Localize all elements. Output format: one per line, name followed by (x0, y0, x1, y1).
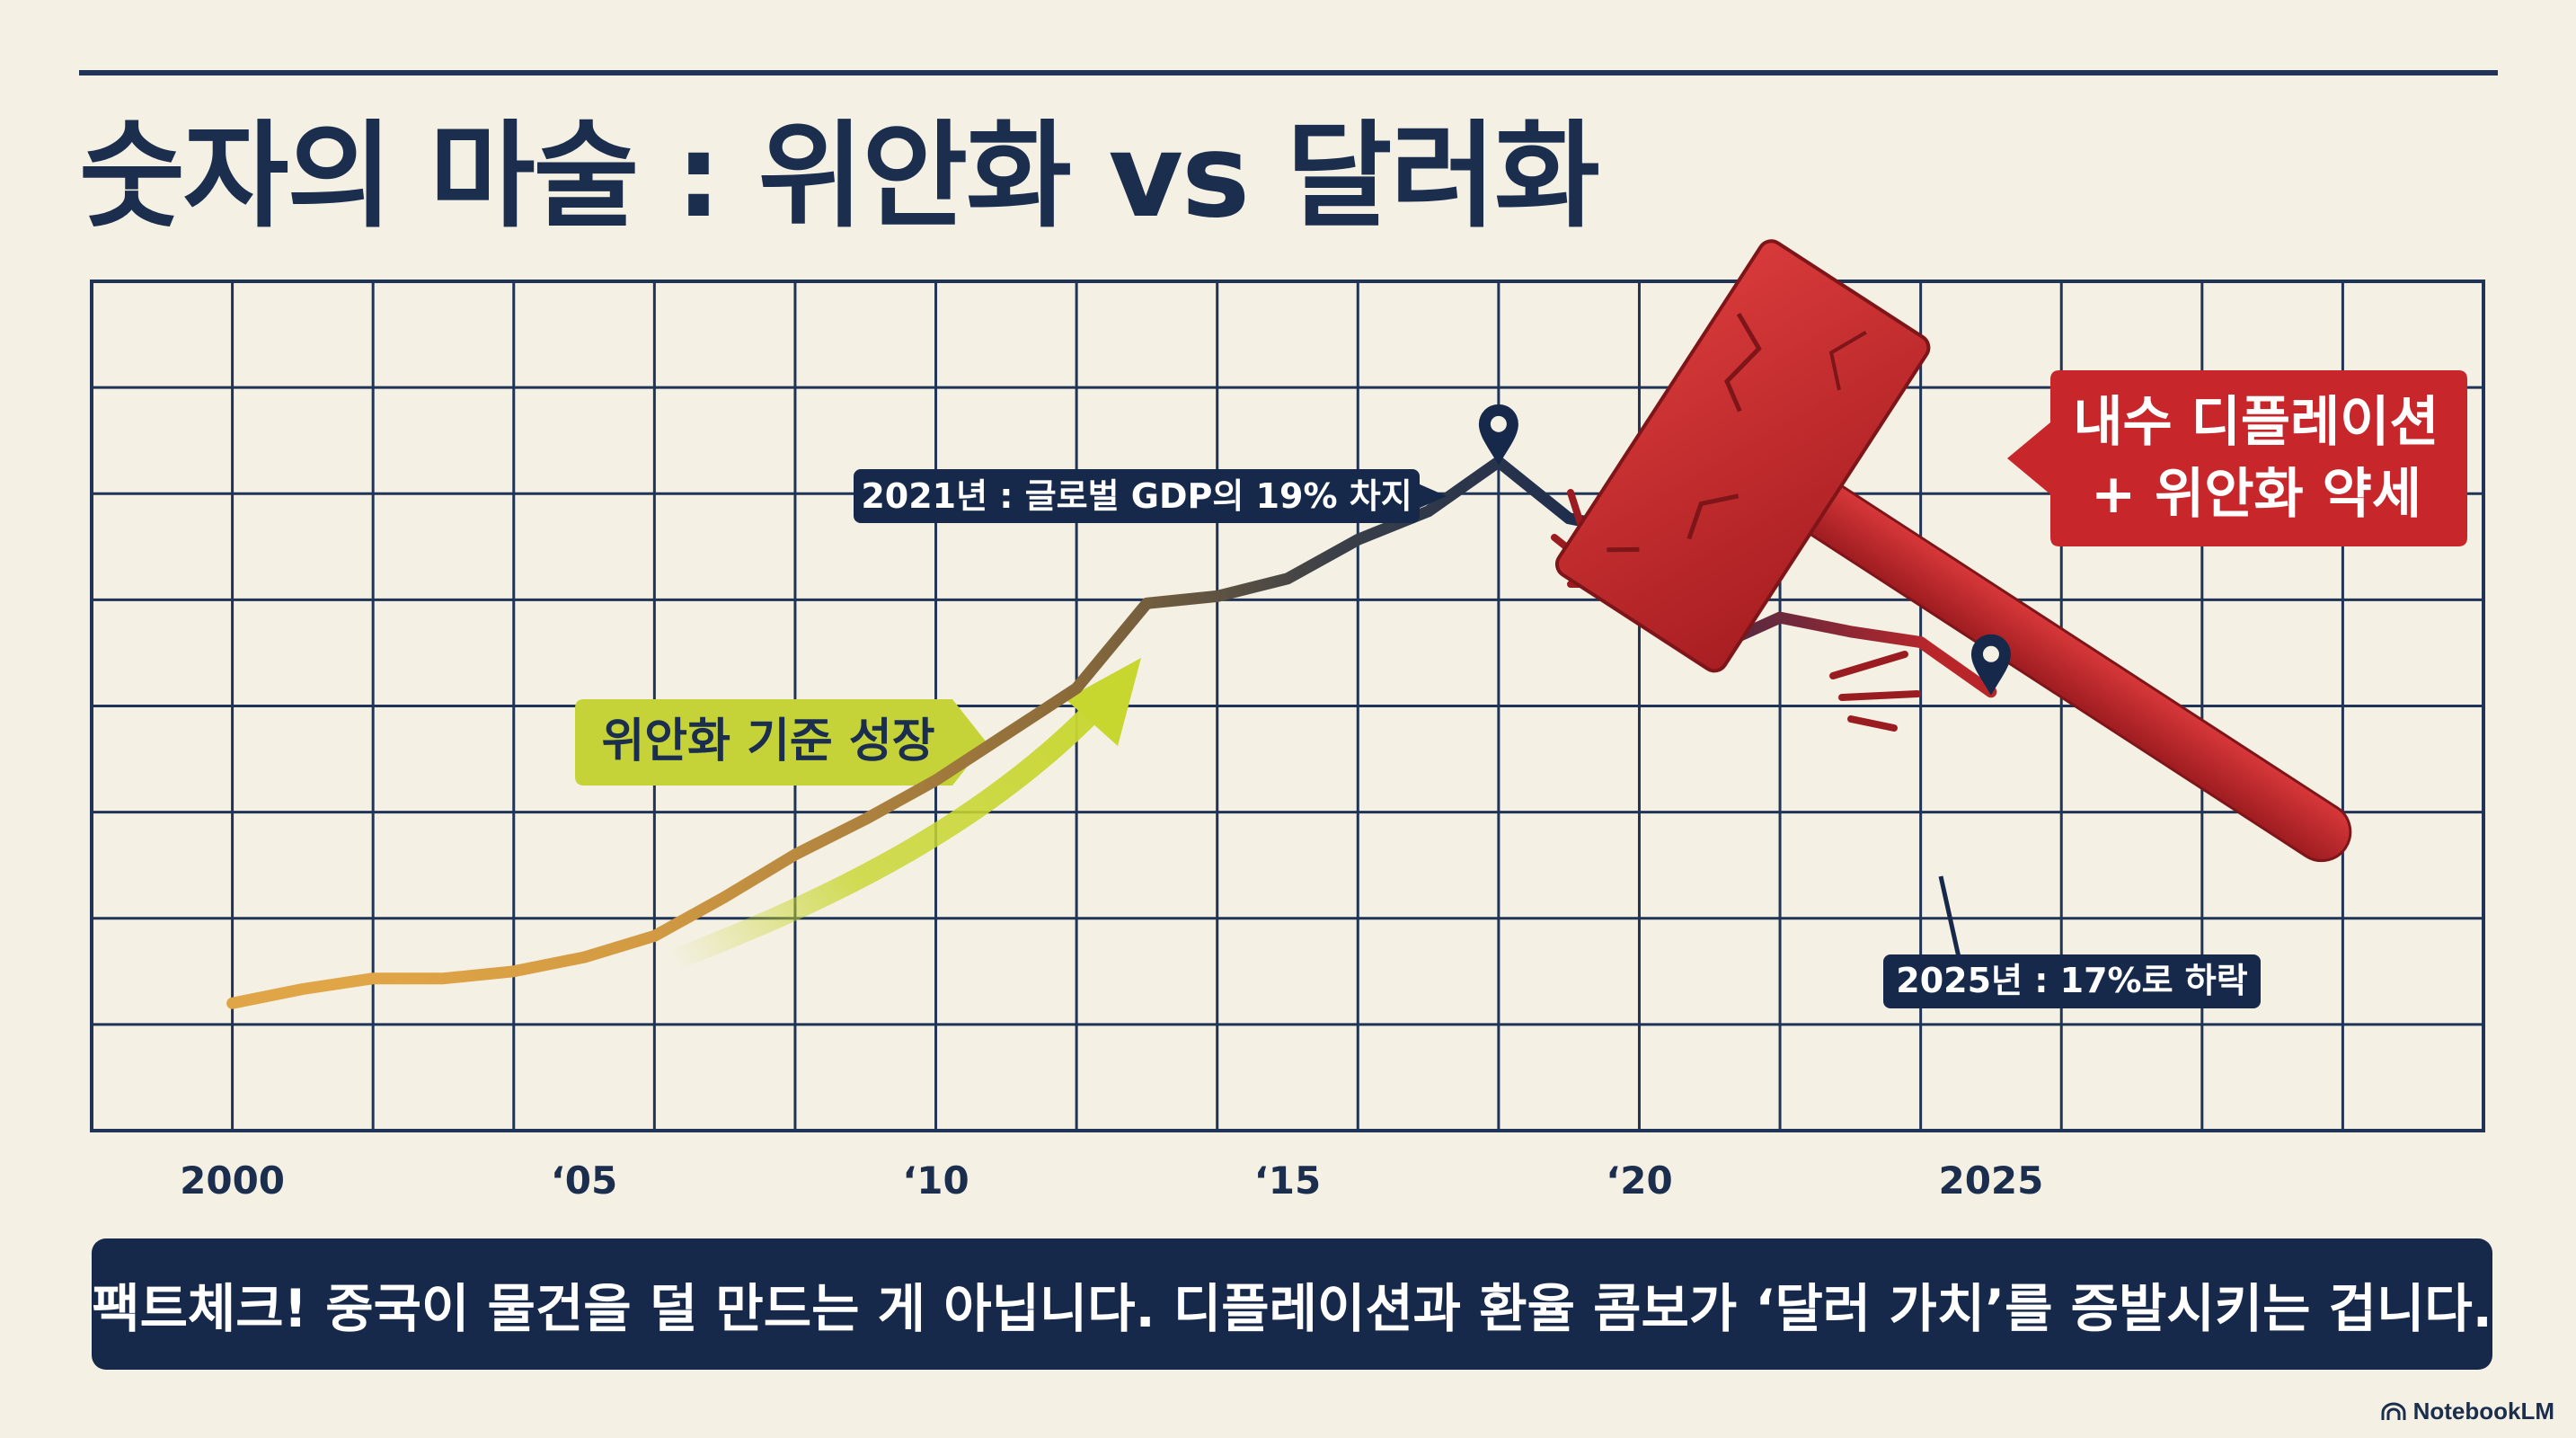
growth-tag-label: 위안화 기준 성장 (601, 715, 934, 768)
notebooklm-logo-icon (2381, 1402, 2406, 1420)
end-callout-label: 2025년 : 17%로 하락 (1896, 961, 2247, 1000)
map-pin-dot (1490, 415, 1507, 432)
x-tick-label: 2000 (180, 1158, 285, 1203)
hammer-shape (1554, 239, 2352, 863)
growth-annotation: 위안화 기준 성장 (575, 658, 1141, 971)
x-tick-label: ‘15 (1254, 1158, 1321, 1203)
end-callout: 2025년 : 17%로 하락 (1883, 875, 2261, 1008)
hammer-callout-line-1: 내수 디플레이션 (2073, 391, 2439, 454)
x-tick-label: ‘20 (1606, 1158, 1672, 1203)
page-title: 숫자의 마술 : 위안화 vs 달러화 (79, 110, 1600, 244)
growth-arrow-head (1066, 658, 1141, 746)
x-axis-ticks: 2000 ‘05 ‘10 ‘15 ‘20 2025 (180, 1158, 2043, 1203)
growth-tag (575, 699, 987, 786)
top-rule (79, 70, 2498, 75)
peak-callout-label: 2021년 : 글로벌 GDP의 19% 차지 (861, 476, 1412, 516)
map-pin-icon (1478, 404, 1518, 466)
growth-arrow-shaft (663, 699, 1105, 971)
hammer-illustration (1551, 239, 2352, 863)
map-pin-icon (1970, 634, 2011, 696)
marker-group (1478, 404, 2011, 696)
peak-callout: 2021년 : 글로벌 GDP의 19% 차지 (854, 469, 1447, 523)
fact-check-banner: 팩트체크! 중국이 물건을 덜 만드는 게 아닙니다. 디플레이션과 환율 콤보… (92, 1238, 2492, 1370)
x-tick-label: ‘05 (551, 1158, 617, 1203)
hammer-callout-line-2: + 위안화 약세 (2091, 463, 2421, 526)
map-pin-dot (1982, 645, 1999, 662)
x-tick-label: ‘10 (902, 1158, 969, 1203)
chart: 2000 ‘05 ‘10 ‘15 ‘20 2025 위안화 기준 성장 2021년 : 글… (90, 239, 2485, 1203)
hammer-callout: 내수 디플레이션 + 위안화 약세 (2007, 370, 2467, 546)
x-tick-label: 2025 (1938, 1158, 2043, 1203)
brand-watermark: NotebookLM (2381, 1398, 2554, 1425)
brand-label: NotebookLM (2412, 1398, 2554, 1425)
fact-check-text: 팩트체크! 중국이 물건을 덜 만드는 게 아닙니다. 디플레이션과 환율 콤보… (92, 1278, 2492, 1339)
